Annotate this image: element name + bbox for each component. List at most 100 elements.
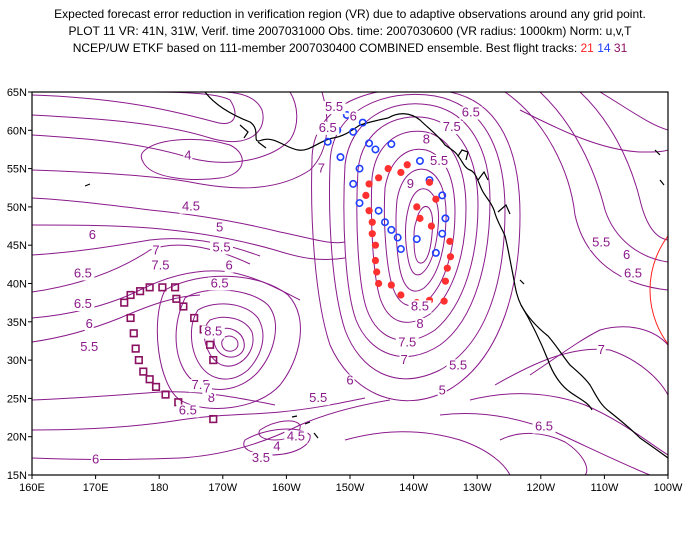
track-31-marker [129, 329, 138, 338]
y-tick-label: 60N [7, 125, 27, 137]
track-21-marker [373, 268, 381, 276]
x-tick-label: 120W [526, 482, 555, 494]
contour-line [529, 326, 668, 376]
contour-label: 5.5 [430, 153, 448, 168]
contour-label: 6 [89, 227, 96, 242]
contour-label: 7 [598, 342, 605, 357]
track-31-marker [131, 344, 140, 353]
contour-line [469, 393, 668, 456]
contour-label-bg [459, 106, 483, 120]
contour-line [156, 275, 301, 409]
contour-label: 8 [416, 316, 423, 331]
track-14-marker [358, 118, 367, 127]
track-14-marker [412, 235, 421, 244]
y-tick-label: 35N [7, 317, 27, 329]
contour-line [579, 92, 668, 241]
contour-label-bg [405, 177, 415, 191]
track-14-marker [355, 199, 364, 208]
track-14-marker [387, 225, 396, 234]
contour-label: 7.5 [398, 334, 416, 349]
contour-label-bg [345, 374, 355, 388]
contour-label: 6.5 [179, 402, 197, 417]
coastline [84, 183, 91, 187]
track-21-marker [397, 168, 405, 177]
track-21-marker [375, 279, 383, 288]
track-31-marker [209, 414, 218, 424]
track-21-marker [397, 291, 405, 299]
contour-label-bg [202, 382, 212, 396]
contour-label: 6.5 [319, 120, 337, 135]
x-tick-label: 150W [336, 482, 365, 494]
contour-line [356, 116, 479, 341]
track-14-label: 14 [597, 41, 611, 55]
track-31-marker [179, 302, 188, 311]
contour-label: 8.5 [411, 298, 429, 313]
track-21-marker [443, 264, 451, 272]
contour-line [344, 431, 511, 475]
verification-region-circle [649, 235, 668, 345]
contour-label: 4.5 [287, 429, 305, 444]
contour-label: 4 [184, 147, 191, 162]
coastline [654, 149, 661, 156]
track-21-marker [375, 174, 383, 182]
contour-line [32, 294, 201, 343]
track-21-marker [384, 165, 392, 173]
contour-line [519, 109, 668, 153]
contour-label: 6 [623, 247, 630, 262]
track-14-marker [387, 140, 396, 149]
track-21-label: 21 [580, 41, 594, 55]
track-31-marker [145, 283, 154, 292]
x-axis-ticks: 160E 170E 180 170W 160W 150W 140W 130W 120W 110W 1… [19, 475, 683, 494]
track-14-marker [349, 127, 358, 136]
contour-label: 5.5 [309, 390, 327, 405]
track-14-marker [380, 218, 389, 227]
contour-label: 8 [423, 131, 430, 146]
y-tick-label: 45N [7, 240, 27, 252]
contour-line [32, 224, 346, 261]
contour-label: 5.5 [449, 357, 467, 372]
y-tick-label: 20N [7, 432, 27, 444]
contour-label: 8 [208, 390, 215, 405]
track-14-marker [349, 179, 358, 188]
track-31-marker [171, 283, 180, 292]
contour-label-bg [84, 317, 94, 331]
y-tick-label: 25N [7, 393, 27, 405]
contour-label-bg [348, 110, 358, 124]
contour-label-bg [596, 343, 606, 357]
contour-label: 3.5 [252, 450, 270, 465]
track-14-marker [323, 137, 332, 146]
x-tick-label: 130W [463, 482, 492, 494]
coastline [257, 141, 267, 149]
coastline [304, 421, 311, 425]
contour-label-bg [316, 162, 326, 176]
x-tick-label: 160W [272, 482, 301, 494]
x-tick-label: 170E [83, 482, 109, 494]
contour-label: 8.5 [204, 324, 222, 339]
coastline [519, 279, 525, 285]
y-tick-label: 30N [7, 355, 27, 367]
contour-label: 6 [226, 258, 233, 273]
contour-line [599, 92, 668, 131]
contour-label: 6 [346, 373, 353, 388]
track-31-marker [134, 355, 143, 365]
contour-label: 5 [216, 219, 223, 234]
contour-label-bg [71, 298, 95, 312]
track-31-marker [205, 340, 215, 349]
contour-label: 6.5 [462, 105, 480, 120]
contour-label: 5.5 [592, 235, 610, 250]
track-14-marker [441, 214, 450, 223]
contour-label: 6.5 [624, 265, 642, 280]
flight-track-14 [323, 110, 450, 257]
contour-label: 6 [92, 452, 99, 467]
track-21-marker [425, 178, 434, 186]
contour-line [140, 138, 243, 180]
track-21-marker [427, 222, 436, 230]
contour-label-bg [151, 244, 161, 258]
ensemble-description: NCEP/UW ETKF based on 111-member 2007030… [72, 41, 578, 55]
contour-line [32, 391, 276, 406]
contour-label-bg [589, 236, 613, 250]
track-21-marker [441, 277, 449, 285]
track-21-marker [416, 214, 424, 222]
contour-line [32, 397, 366, 431]
track-14-marker [438, 191, 447, 200]
